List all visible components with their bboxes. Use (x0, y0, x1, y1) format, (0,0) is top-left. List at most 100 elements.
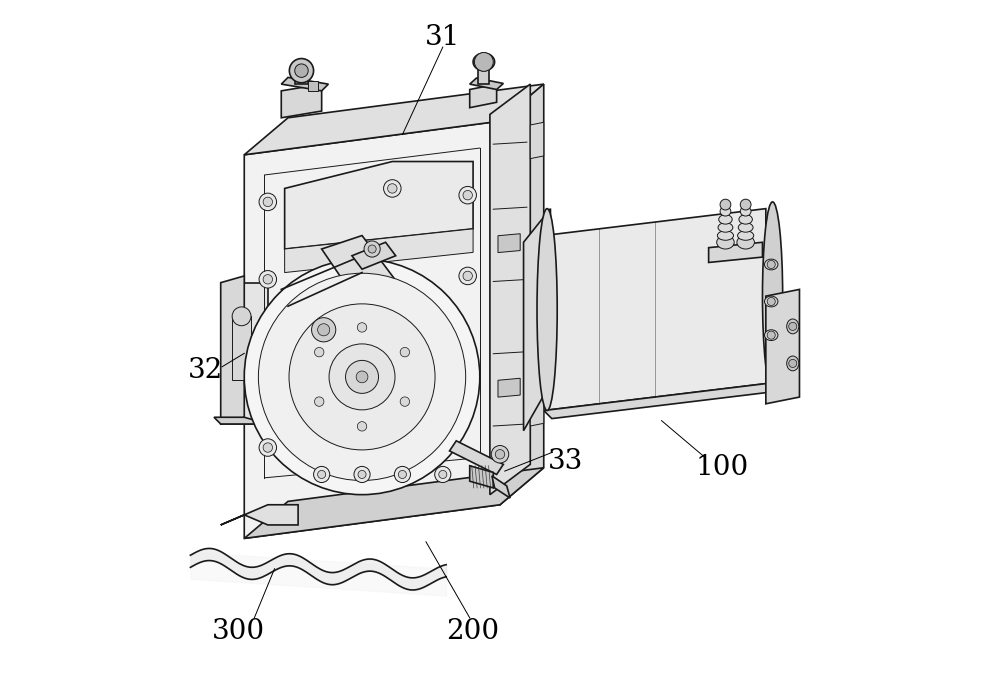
Circle shape (463, 190, 472, 200)
Polygon shape (214, 417, 268, 424)
Circle shape (259, 439, 277, 456)
Circle shape (354, 466, 370, 483)
Ellipse shape (719, 215, 732, 224)
Circle shape (384, 180, 401, 197)
Circle shape (329, 344, 395, 410)
Ellipse shape (787, 319, 799, 334)
Polygon shape (478, 64, 489, 84)
Polygon shape (281, 84, 322, 118)
Circle shape (491, 446, 509, 463)
Circle shape (459, 267, 476, 285)
Ellipse shape (787, 356, 799, 371)
Circle shape (314, 347, 324, 357)
Polygon shape (530, 245, 544, 281)
Polygon shape (544, 384, 774, 419)
Circle shape (357, 323, 367, 332)
Circle shape (495, 450, 505, 459)
Text: 33: 33 (548, 448, 584, 474)
Polygon shape (352, 242, 396, 269)
Circle shape (400, 397, 410, 406)
Circle shape (318, 470, 326, 479)
Polygon shape (232, 316, 251, 380)
Ellipse shape (473, 53, 495, 71)
Circle shape (789, 322, 797, 330)
Circle shape (388, 184, 397, 193)
Polygon shape (281, 77, 328, 91)
Polygon shape (530, 390, 544, 426)
Circle shape (767, 331, 775, 339)
Circle shape (767, 297, 775, 306)
Circle shape (394, 466, 410, 483)
Polygon shape (498, 378, 520, 397)
Polygon shape (709, 242, 762, 262)
Ellipse shape (764, 296, 778, 307)
Circle shape (358, 470, 366, 479)
Circle shape (258, 273, 466, 481)
Ellipse shape (720, 207, 731, 216)
Polygon shape (490, 84, 530, 495)
Circle shape (259, 193, 277, 211)
Polygon shape (470, 84, 497, 108)
Polygon shape (308, 81, 318, 91)
Circle shape (789, 359, 797, 367)
Polygon shape (544, 209, 766, 411)
Circle shape (263, 197, 273, 207)
Polygon shape (244, 84, 544, 155)
Circle shape (244, 259, 480, 495)
Circle shape (289, 304, 435, 450)
Polygon shape (524, 209, 550, 431)
Text: 200: 200 (447, 618, 500, 645)
Polygon shape (285, 229, 473, 273)
Polygon shape (450, 441, 503, 474)
Ellipse shape (537, 209, 557, 411)
Circle shape (295, 64, 308, 77)
Circle shape (463, 271, 472, 281)
Polygon shape (766, 289, 799, 404)
Circle shape (767, 260, 775, 269)
Polygon shape (221, 283, 268, 424)
Ellipse shape (764, 330, 778, 341)
Polygon shape (498, 234, 520, 252)
Circle shape (720, 199, 731, 210)
Text: 300: 300 (212, 618, 265, 645)
Circle shape (364, 241, 380, 257)
Polygon shape (470, 466, 493, 488)
Circle shape (357, 421, 367, 431)
Polygon shape (492, 476, 510, 498)
Polygon shape (285, 162, 473, 249)
Circle shape (356, 371, 368, 383)
Polygon shape (244, 121, 500, 538)
Circle shape (312, 318, 336, 342)
Circle shape (474, 52, 493, 71)
Ellipse shape (762, 202, 783, 390)
Text: 31: 31 (425, 24, 460, 50)
Circle shape (318, 324, 330, 336)
Ellipse shape (764, 259, 778, 270)
Polygon shape (295, 71, 308, 84)
Circle shape (259, 271, 277, 288)
Circle shape (398, 470, 406, 479)
Ellipse shape (718, 223, 733, 232)
Circle shape (435, 466, 451, 483)
Polygon shape (470, 78, 503, 90)
Ellipse shape (737, 236, 754, 249)
Circle shape (439, 470, 447, 479)
Circle shape (346, 361, 379, 393)
Circle shape (740, 199, 751, 210)
Circle shape (263, 275, 273, 284)
Circle shape (314, 466, 330, 483)
Circle shape (459, 186, 476, 204)
Circle shape (263, 443, 273, 452)
Polygon shape (312, 306, 379, 363)
Ellipse shape (738, 223, 753, 232)
Polygon shape (221, 505, 298, 525)
Polygon shape (221, 276, 244, 424)
Circle shape (314, 397, 324, 406)
Ellipse shape (291, 63, 312, 78)
Polygon shape (322, 236, 413, 323)
Polygon shape (530, 122, 544, 159)
Circle shape (368, 245, 376, 253)
Circle shape (400, 347, 410, 357)
Text: 32: 32 (188, 357, 223, 384)
Ellipse shape (739, 215, 752, 224)
